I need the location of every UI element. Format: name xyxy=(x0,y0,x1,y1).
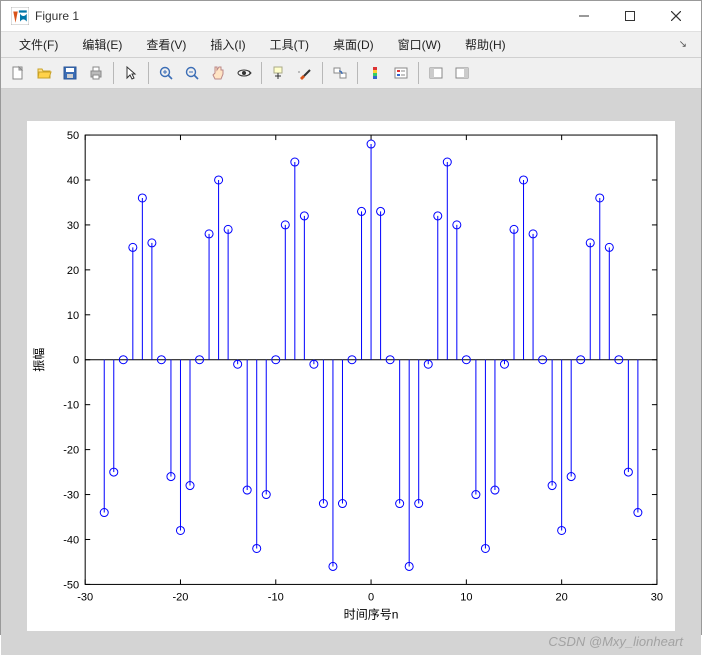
pan-button[interactable] xyxy=(205,60,231,86)
hide-plot-tools-button[interactable] xyxy=(423,60,449,86)
data-cursor-button[interactable] xyxy=(266,60,292,86)
toolbar-sep xyxy=(322,62,323,84)
figure-window: Figure 1 文件(F) 编辑(E) 查看(V) 插入(I) 工具(T) 桌… xyxy=(0,0,702,635)
svg-text:30: 30 xyxy=(651,591,663,603)
svg-text:-20: -20 xyxy=(173,591,189,603)
svg-text:0: 0 xyxy=(73,355,79,367)
zoom-out-button[interactable] xyxy=(179,60,205,86)
svg-text:时间序号n: 时间序号n xyxy=(344,607,399,622)
svg-text:-30: -30 xyxy=(77,591,93,603)
plot-container: -50 -40 -30 -20 -10 0 10 20 30 40 50 -30 -20 -10 0 10 20… xyxy=(1,89,701,655)
zoom-in-button[interactable] xyxy=(153,60,179,86)
open-folder-icon xyxy=(36,65,52,81)
window-title: Figure 1 xyxy=(35,9,79,23)
toolbar-sep xyxy=(113,62,114,84)
menu-window[interactable]: 窗口(W) xyxy=(386,32,453,57)
menu-tools[interactable]: 工具(T) xyxy=(258,32,321,57)
titlebar: Figure 1 xyxy=(1,1,701,32)
close-button[interactable] xyxy=(653,1,699,31)
brush-icon xyxy=(297,65,313,81)
link-icon xyxy=(332,65,348,81)
zoom-in-icon xyxy=(158,65,174,81)
maximize-icon xyxy=(625,11,635,21)
data-cursor-icon xyxy=(271,65,287,81)
menu-help[interactable]: 帮助(H) xyxy=(453,32,518,57)
toolbar-sep xyxy=(148,62,149,84)
menu-view[interactable]: 查看(V) xyxy=(134,32,198,57)
svg-text:-50: -50 xyxy=(63,579,79,591)
app-icon xyxy=(11,7,29,25)
svg-text:-30: -30 xyxy=(63,490,79,502)
menubar: 文件(F) 编辑(E) 查看(V) 插入(I) 工具(T) 桌面(D) 窗口(W… xyxy=(1,32,701,58)
toolbar-sep xyxy=(418,62,419,84)
brush-button[interactable] xyxy=(292,60,318,86)
toolbar-sep xyxy=(261,62,262,84)
pan-icon xyxy=(210,65,226,81)
toolbar xyxy=(1,58,701,89)
svg-text:40: 40 xyxy=(67,175,79,187)
rotate3d-button[interactable] xyxy=(231,60,257,86)
legend-button[interactable] xyxy=(388,60,414,86)
minimize-icon xyxy=(579,11,589,21)
rotate-icon xyxy=(236,65,252,81)
print-icon xyxy=(88,65,104,81)
menu-file[interactable]: 文件(F) xyxy=(7,32,70,57)
save-button[interactable] xyxy=(57,60,83,86)
colorbar-icon xyxy=(367,65,383,81)
close-icon xyxy=(671,11,681,21)
pointer-icon xyxy=(123,65,139,81)
svg-text:10: 10 xyxy=(460,591,472,603)
toolbar-sep xyxy=(357,62,358,84)
new-file-button[interactable] xyxy=(5,60,31,86)
maximize-button[interactable] xyxy=(607,1,653,31)
svg-text:0: 0 xyxy=(368,591,374,603)
watermark: CSDN @Mxy_lionheart xyxy=(548,634,683,649)
svg-text:-10: -10 xyxy=(63,400,79,412)
menu-insert[interactable]: 插入(I) xyxy=(198,32,257,57)
svg-text:10: 10 xyxy=(67,310,79,322)
print-button[interactable] xyxy=(83,60,109,86)
menu-expand-icon[interactable]: ↘ xyxy=(671,35,695,54)
svg-text:50: 50 xyxy=(67,130,79,142)
new-file-icon xyxy=(10,65,26,81)
show-plot-tools-button[interactable] xyxy=(449,60,475,86)
save-icon xyxy=(62,65,78,81)
show-tools-icon xyxy=(454,65,470,81)
zoom-out-icon xyxy=(184,65,200,81)
svg-text:振幅: 振幅 xyxy=(31,348,46,372)
svg-text:-40: -40 xyxy=(63,534,79,546)
hide-tools-icon xyxy=(428,65,444,81)
svg-text:-20: -20 xyxy=(63,445,79,457)
svg-text:20: 20 xyxy=(556,591,568,603)
link-plot-button[interactable] xyxy=(327,60,353,86)
axes-background: -50 -40 -30 -20 -10 0 10 20 30 40 50 -30 -20 -10 0 10 20… xyxy=(27,121,675,631)
pointer-button[interactable] xyxy=(118,60,144,86)
menu-desktop[interactable]: 桌面(D) xyxy=(321,32,386,57)
minimize-button[interactable] xyxy=(561,1,607,31)
svg-text:30: 30 xyxy=(67,220,79,232)
open-file-button[interactable] xyxy=(31,60,57,86)
stem-chart: -50 -40 -30 -20 -10 0 10 20 30 40 50 -30 -20 -10 0 10 20… xyxy=(27,121,675,631)
colorbar-button[interactable] xyxy=(362,60,388,86)
legend-icon xyxy=(393,65,409,81)
svg-text:20: 20 xyxy=(67,265,79,277)
menu-edit[interactable]: 编辑(E) xyxy=(70,32,134,57)
svg-text:-10: -10 xyxy=(268,591,284,603)
